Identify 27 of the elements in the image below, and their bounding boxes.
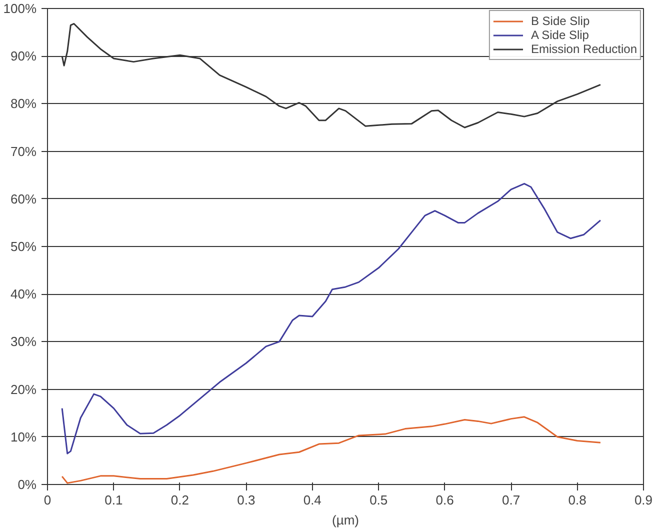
x-tick-label: 0.5 — [370, 492, 388, 508]
line-series — [61, 416, 602, 484]
x-tick-label: 0.1 — [104, 492, 123, 508]
y-tick-label: 100% — [3, 1, 37, 16]
x-axis-title: (µm) — [332, 512, 359, 528]
x-tick-label: 0.2 — [170, 492, 189, 508]
line-series — [61, 182, 602, 454]
x-tick-label: 0.4 — [303, 492, 322, 508]
y-tick-label: 30% — [10, 334, 37, 350]
x-tick-label: 0.8 — [568, 492, 586, 508]
x-tick-label: 0.3 — [237, 492, 256, 508]
y-tick-label: 70% — [10, 144, 37, 159]
y-tick-label: 50% — [10, 239, 37, 254]
y-tick-label: 80% — [10, 96, 37, 112]
x-tick-label: 0 — [44, 492, 52, 508]
legend-label: B Side Slip — [530, 14, 590, 28]
y-tick-label: 40% — [10, 286, 37, 302]
x-tick-label: 0.7 — [502, 492, 520, 508]
y-tick-label: 60% — [10, 191, 37, 206]
x-tick-label: 0.6 — [436, 492, 454, 508]
x-tick-label: 0.9 — [634, 492, 653, 508]
y-tick-label: 20% — [10, 382, 37, 397]
legend-label: Emission Reduction — [530, 42, 637, 56]
legend-label: A Side Slip — [530, 28, 589, 42]
y-tick-label: 10% — [10, 429, 37, 444]
y-tick-label: 90% — [10, 48, 37, 64]
y-tick-label: 0% — [18, 477, 37, 492]
